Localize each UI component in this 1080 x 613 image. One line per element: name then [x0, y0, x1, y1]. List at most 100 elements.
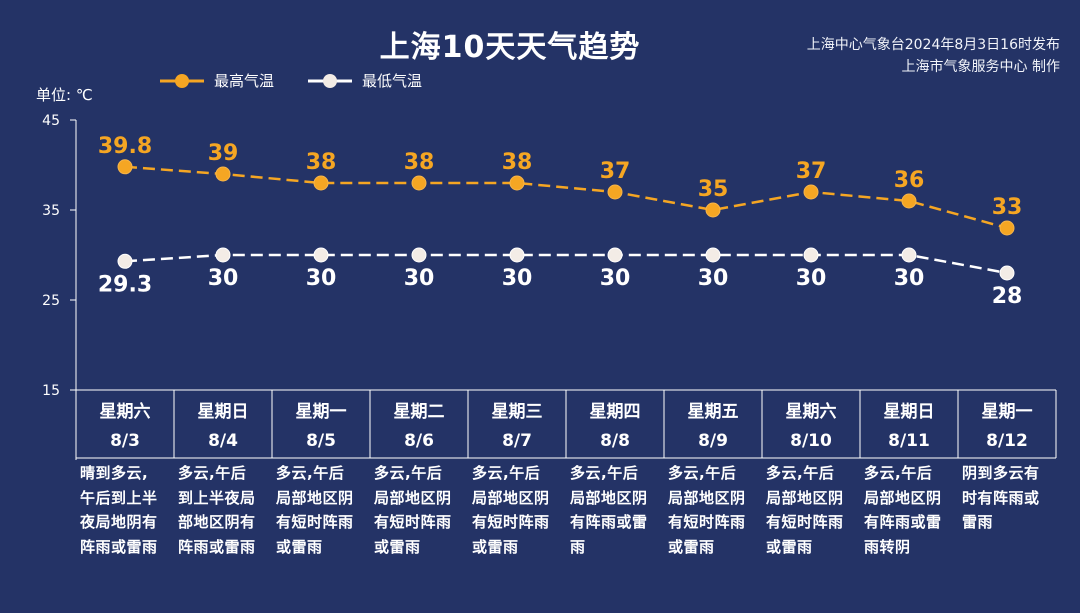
high-temp-label: 35: [698, 177, 729, 202]
legend-low: 最低气温: [308, 70, 422, 91]
date-label: 8/12: [986, 431, 1028, 451]
weather-description: 多云,午后 局部地区阴 有短时阵雨 或雷雨: [668, 461, 760, 559]
source-info: 上海中心气象台2024年8月3日16时发布 上海市气象服务中心 制作: [807, 34, 1060, 78]
weather-description: 多云,午后 到上半夜局 部地区阴有 阵雨或雷雨: [178, 461, 270, 559]
y-tick-label: 15: [42, 383, 60, 399]
chart-title: 上海10天天气趋势: [379, 30, 641, 65]
weekday-label: 星期四: [589, 402, 641, 422]
weather-description-line: 阵雨或雷雨: [178, 537, 256, 556]
y-tick-label: 35: [42, 203, 60, 219]
y-tick-label: 45: [42, 113, 60, 129]
low-temp-point: [313, 247, 329, 263]
day-header: 星期三 8/7: [468, 392, 566, 458]
weekday-label: 星期日: [883, 402, 935, 422]
weather-description-line: 雷雨: [962, 513, 994, 531]
low-temp-point: [803, 247, 819, 263]
weather-description-line: 局部地区阴: [472, 488, 550, 507]
weather-description: 多云,午后 局部地区阴 有短时阵雨 或雷雨: [276, 461, 368, 559]
low-temp-line: [124, 253, 1008, 275]
source-line-2: 上海市气象服务中心 制作: [901, 59, 1060, 75]
weather-description-line: 有短时阵雨: [766, 513, 844, 531]
high-temp-label: 36: [894, 168, 925, 193]
high-temp-point: [117, 159, 133, 175]
low-temp-label: 30: [600, 266, 631, 291]
weather-description-line: 局部地区阴: [668, 488, 746, 507]
low-temp-point: [411, 247, 427, 263]
low-temp-point: [999, 265, 1015, 281]
weekday-label: 星期六: [99, 402, 151, 422]
day-header: 星期日 8/11: [860, 392, 958, 458]
weather-description-line: 局部地区阴: [374, 488, 452, 507]
date-label: 8/8: [600, 431, 630, 451]
high-temp-label: 38: [404, 150, 435, 175]
weather-description-line: 局部地区阴: [864, 488, 942, 507]
high-temp-point: [705, 202, 721, 218]
weather-description: 多云,午后 局部地区阴 有短时阵雨 或雷雨: [472, 461, 564, 559]
weather-description-line: 多云,午后: [472, 464, 541, 482]
weather-description-line: 局部地区阴: [276, 488, 354, 507]
day-header: 星期四 8/8: [566, 392, 664, 458]
weekday-label: 星期一: [295, 402, 347, 422]
weekday-label: 星期二: [393, 402, 445, 422]
date-label: 8/7: [502, 431, 532, 451]
low-temp-label: 30: [502, 266, 533, 291]
day-header: 星期二 8/6: [370, 392, 468, 458]
weather-description-line: 雨转阴: [864, 537, 911, 556]
legend-high-label: 最高气温: [214, 72, 275, 90]
weather-description-line: 阵雨或雷雨: [80, 537, 158, 556]
high-temp-point: [215, 166, 231, 182]
low-temp-point: [607, 247, 623, 263]
weekday-label: 星期一: [981, 402, 1033, 422]
weather-description: 多云,午后 局部地区阴 有短时阵雨 或雷雨: [766, 461, 858, 559]
weather-description-line: 时有阵雨或: [962, 488, 1040, 507]
weather-description-line: 午后到上半: [80, 488, 158, 507]
high-temp-point: [313, 175, 329, 191]
day-header: 星期五 8/9: [664, 392, 762, 458]
high-temp-point: [999, 220, 1015, 236]
weather-description-line: 多云,午后: [178, 464, 247, 482]
legend-low-marker-icon: [308, 73, 352, 88]
low-temp-label: 28: [992, 284, 1023, 309]
high-temp-label: 37: [600, 159, 631, 184]
weather-description: 多云,午后 局部地区阴 有阵雨或雷 雨转阴: [864, 461, 956, 559]
low-temp-label: 29.3: [98, 272, 152, 297]
weather-description-line: 局部地区阴: [570, 488, 648, 507]
high-temp-label: 39.8: [98, 134, 152, 159]
weather-description-line: 或雷雨: [472, 537, 519, 556]
weekday-label: 星期日: [197, 402, 249, 422]
weather-description: 阴到多云有时有阵雨或雷雨: [962, 461, 1054, 535]
high-temp-label: 37: [796, 159, 827, 184]
weather-description-line: 多云,午后: [668, 464, 737, 482]
date-label: 8/6: [404, 431, 434, 451]
high-temp-label: 33: [992, 195, 1023, 220]
low-temp-label: 30: [404, 266, 435, 291]
weather-description-line: 有阵雨或雷: [864, 513, 942, 531]
high-temp-point: [411, 175, 427, 191]
weather-description-line: 有短时阵雨: [374, 513, 452, 531]
weather-description-line: 多云,午后: [276, 464, 345, 482]
weather-description-line: 局部地区阴: [766, 488, 844, 507]
weather-description-line: 或雷雨: [374, 537, 421, 556]
low-temp-label: 30: [796, 266, 827, 291]
high-temp-point: [607, 184, 623, 200]
high-temp-point: [803, 184, 819, 200]
day-header: 星期六 8/10: [762, 392, 860, 458]
low-temp-label: 30: [306, 266, 337, 291]
weather-description: 多云,午后 局部地区阴 有短时阵雨 或雷雨: [374, 461, 466, 559]
legend-high-marker-icon: [160, 73, 204, 88]
date-label: 8/11: [888, 431, 930, 451]
weather-description-line: 或雷雨: [668, 537, 715, 556]
high-temp-line: [124, 165, 1008, 230]
weather-description: 晴到多云, 午后到上半 夜局地阴有 阵雨或雷雨: [80, 461, 172, 559]
weather-description-line: 部地区阴有: [178, 513, 256, 531]
weekday-label: 星期六: [785, 402, 837, 422]
low-temp-point: [215, 247, 231, 263]
date-label: 8/9: [698, 431, 728, 451]
low-temp-point: [705, 247, 721, 263]
y-tick-label: 25: [42, 293, 60, 309]
legend-high: 最高气温: [160, 70, 274, 91]
low-temp-point: [901, 247, 917, 263]
weather-description-line: 或雷雨: [276, 537, 323, 556]
weather-description-line: 阴到多云有: [962, 464, 1040, 482]
